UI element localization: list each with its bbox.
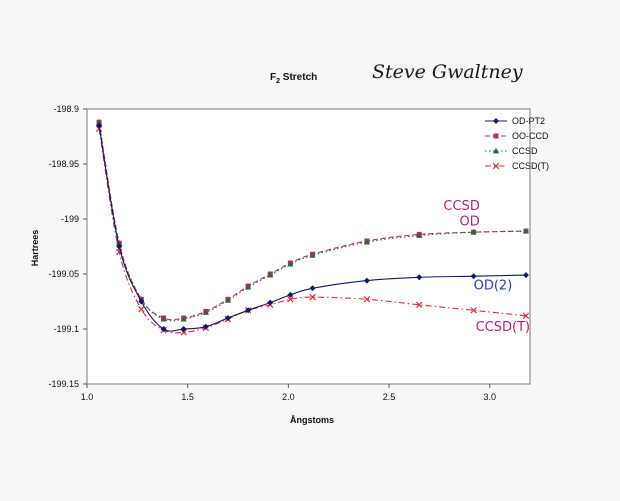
x-marker-stroke bbox=[287, 296, 294, 303]
author-signature: Steve Gwaltney bbox=[372, 61, 523, 83]
data-point-od-pt2 bbox=[180, 326, 187, 332]
legend-label-oo-ccd: OO-CCD bbox=[512, 131, 549, 141]
data-point-ccsd-t bbox=[138, 305, 145, 313]
x-marker-stroke bbox=[309, 293, 316, 301]
data-point-ccsd-t bbox=[470, 307, 477, 314]
data-point-ccsd bbox=[287, 260, 294, 267]
x-axis-title: Ångstoms bbox=[290, 415, 334, 425]
legend-marker-od-pt2 bbox=[493, 118, 499, 124]
annotation-ccsd-t: CCSD(T) bbox=[476, 320, 531, 335]
series-ccsd bbox=[96, 119, 529, 322]
chart-title-rest: Stretch bbox=[280, 72, 317, 83]
data-point-ccsd bbox=[309, 252, 316, 258]
legend-label-ccsd: CCSD bbox=[512, 146, 538, 156]
series-line-ccsd-t bbox=[98, 128, 527, 334]
legend-label-od-pt2: OD-PT2 bbox=[512, 116, 545, 126]
series-line-oo-ccd bbox=[98, 122, 526, 321]
y-axis: -198.9 -198.95 -199 -199.05 -199.1 -199.15 bbox=[48, 104, 87, 389]
x-marker-stroke bbox=[416, 301, 423, 309]
chart-title-base: F bbox=[270, 72, 276, 83]
series-layer bbox=[95, 119, 530, 336]
x-tick-label: 1.5 bbox=[181, 392, 194, 402]
annotation-od: OD bbox=[460, 215, 480, 230]
legend-marker-ccsd bbox=[493, 147, 499, 154]
data-point-ccsd bbox=[160, 315, 167, 322]
data-point-ccsd bbox=[116, 240, 123, 246]
data-point-od-pt2 bbox=[160, 326, 167, 332]
legend-marker-ccsd-t bbox=[492, 162, 500, 170]
chart-title-subscript: 2 bbox=[276, 78, 280, 85]
data-point-ccsd-t bbox=[522, 312, 530, 320]
x-axis: 1.0 1.5 2.0 2.5 3.0 bbox=[81, 384, 496, 402]
y-tick-label: -199.1 bbox=[53, 324, 79, 334]
x-tick-label: 2.5 bbox=[383, 392, 396, 402]
y-tick-label: -198.9 bbox=[53, 104, 79, 114]
x-marker-stroke bbox=[363, 296, 371, 303]
chart-title: F2 Stretch bbox=[270, 72, 317, 85]
data-point-ccsd bbox=[96, 119, 103, 125]
data-point-od-pt2 bbox=[96, 122, 103, 129]
data-point-ccsd bbox=[267, 271, 274, 278]
data-point-od-pt2 bbox=[224, 315, 231, 321]
annotation-od-2: OD(2) bbox=[474, 278, 513, 293]
data-point-od-pt2 bbox=[287, 291, 294, 298]
legend-label-ccsd-t: CCSD(T) bbox=[512, 161, 549, 171]
data-point-od-pt2 bbox=[522, 272, 529, 279]
x-marker-stroke bbox=[138, 305, 145, 313]
data-point-ccsd bbox=[522, 227, 529, 234]
data-point-od-pt2 bbox=[309, 285, 316, 292]
data-point-od-pt2 bbox=[470, 273, 477, 280]
y-tick-label: -198.95 bbox=[48, 159, 79, 169]
data-point-ccsd bbox=[363, 238, 370, 245]
series-od-pt2 bbox=[96, 122, 529, 332]
data-point-ccsd-t bbox=[309, 293, 316, 301]
y-tick-label: -199.05 bbox=[48, 269, 79, 279]
data-point-od-pt2 bbox=[267, 299, 274, 306]
x-marker-stroke bbox=[470, 307, 477, 314]
data-point-od-pt2 bbox=[138, 298, 145, 305]
data-point-od-pt2 bbox=[245, 307, 252, 314]
y-tick-label: -199.15 bbox=[48, 379, 79, 389]
y-axis-title: Hartrees bbox=[30, 230, 40, 267]
legend: OD-PT2 OO-CCD CCSD CCSD(T) bbox=[485, 116, 549, 171]
data-point-ccsd-t bbox=[287, 296, 294, 303]
annotation-ccsd: CCSD bbox=[443, 199, 479, 214]
x-tick-label: 2.0 bbox=[282, 392, 295, 402]
data-point-ccsd bbox=[180, 315, 187, 322]
x-tick-label: 1.0 bbox=[81, 392, 94, 402]
plot-area bbox=[86, 108, 531, 385]
x-marker-stroke bbox=[522, 312, 530, 320]
data-point-ccsd bbox=[416, 232, 423, 238]
legend-marker-oo-ccd bbox=[493, 133, 499, 139]
data-point-od-pt2 bbox=[202, 323, 209, 330]
data-point-ccsd bbox=[202, 309, 209, 315]
data-point-od-pt2 bbox=[363, 277, 370, 284]
data-point-od-pt2 bbox=[116, 243, 123, 250]
data-point-ccsd bbox=[470, 229, 477, 235]
data-point-ccsd-t bbox=[180, 329, 187, 336]
y-tick-label: -199 bbox=[61, 214, 79, 224]
data-point-ccsd-t bbox=[416, 301, 423, 309]
data-point-ccsd-t bbox=[363, 296, 371, 303]
x-marker-stroke bbox=[180, 329, 187, 336]
data-point-ccsd bbox=[224, 297, 231, 303]
data-point-ccsd bbox=[245, 284, 252, 290]
x-marker-stroke bbox=[492, 162, 500, 170]
x-tick-label: 3.0 bbox=[483, 392, 496, 402]
data-point-od-pt2 bbox=[416, 274, 423, 281]
